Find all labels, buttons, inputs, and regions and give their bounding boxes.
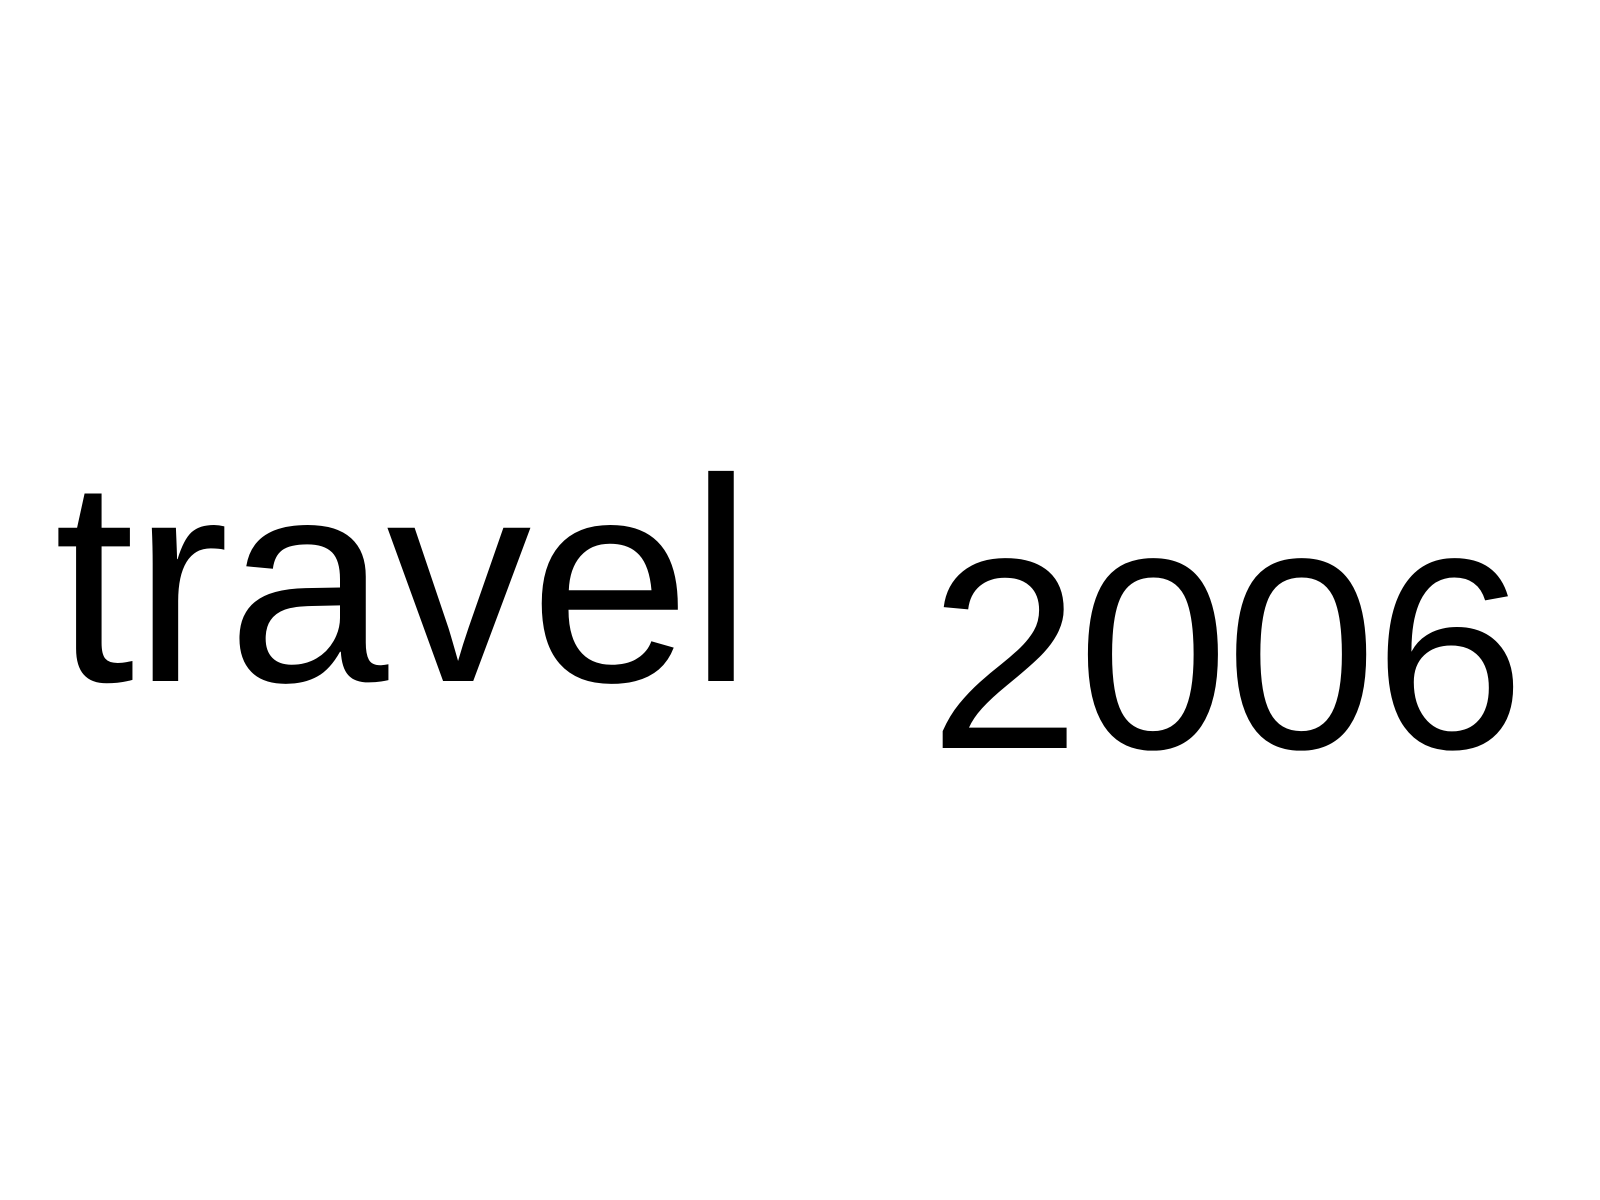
year-text: 2006 <box>929 502 1525 806</box>
word-travel: travel <box>54 419 753 743</box>
